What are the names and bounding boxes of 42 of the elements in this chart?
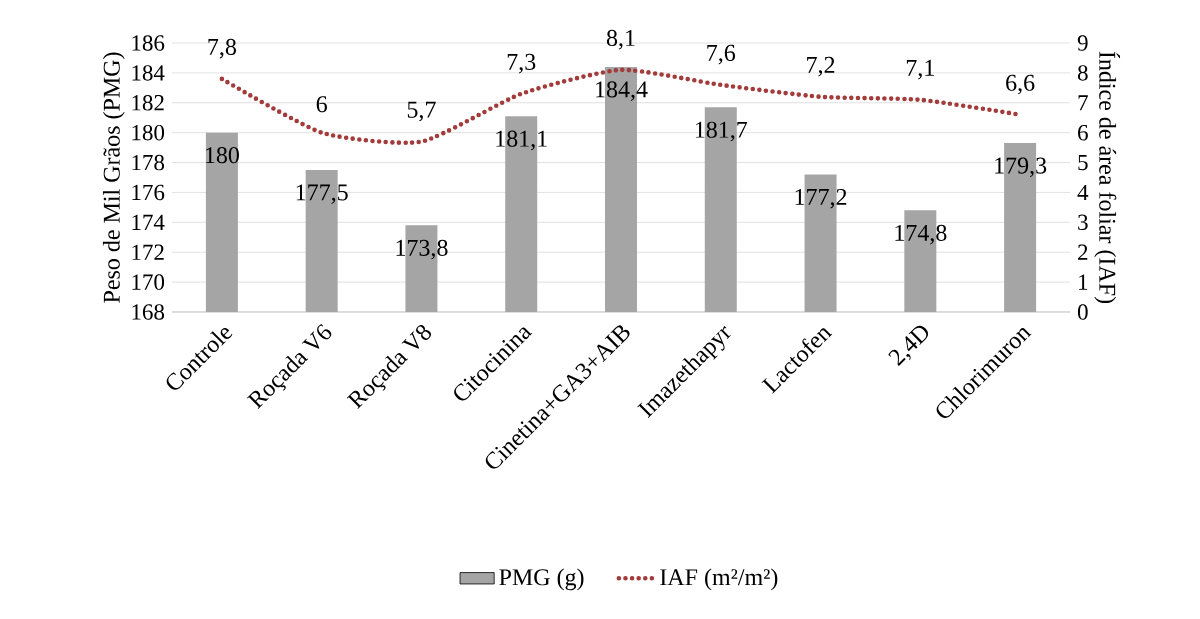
- legend-label: PMG (g): [499, 568, 584, 591]
- data-label: 181,1: [496, 130, 547, 151]
- y-tick-label: 168: [132, 304, 165, 320]
- data-label: 8,1: [606, 29, 635, 50]
- data-label: 180: [205, 147, 239, 164]
- y2-tick-label: 1: [1079, 274, 1088, 290]
- y2-tick-label: 7: [1078, 95, 1088, 111]
- y2-tick-label: 4: [1077, 184, 1089, 201]
- data-label: 7,8: [208, 38, 236, 59]
- y2-tick-label: 9: [1077, 35, 1088, 51]
- y-tick-label: 178: [132, 154, 165, 171]
- data-label: 181,7: [695, 121, 748, 142]
- data-label: 177,2: [795, 188, 847, 209]
- y2-tick-label: 8: [1077, 65, 1088, 81]
- data-label: 7,1: [906, 59, 934, 80]
- y2-tick-label: 6: [1078, 124, 1088, 141]
- y2-tick-label: 2: [1078, 244, 1088, 260]
- y-tick-label: 176: [132, 184, 165, 201]
- data-label: 7,3: [507, 53, 536, 74]
- y-tick-label: 184: [132, 65, 165, 81]
- data-label: 174,8: [895, 224, 947, 245]
- y-tick-label: 170: [132, 274, 165, 290]
- y-tick-label: 180: [132, 124, 165, 141]
- legend-label: IAF (m²/m²): [660, 568, 778, 591]
- data-label: 173,8: [396, 239, 448, 260]
- y2-tick-label: 0: [1077, 304, 1088, 320]
- y-tick-label: 172: [132, 244, 164, 260]
- data-label: 7,2: [807, 56, 835, 77]
- y-tick-label: 186: [132, 35, 165, 51]
- y2-axis-title: Índice de área foliar (IAF): [1094, 51, 1121, 304]
- data-label: 7,6: [707, 44, 736, 65]
- data-label: 177,5: [296, 184, 348, 204]
- data-label: 5,7: [407, 101, 436, 122]
- data-label: 6: [316, 96, 327, 113]
- y2-tick-label: 5: [1078, 154, 1088, 171]
- y-tick-label: 182: [132, 95, 164, 111]
- y2-tick-label: 3: [1078, 214, 1088, 231]
- data-label: 179,3: [995, 157, 1047, 178]
- y-axis-title: Peso de Mil Grãos (PMG): [102, 52, 125, 303]
- data-label: 184,4: [596, 81, 648, 101]
- data-label: 6,6: [1006, 74, 1035, 95]
- y-tick-label: 174: [132, 214, 165, 230]
